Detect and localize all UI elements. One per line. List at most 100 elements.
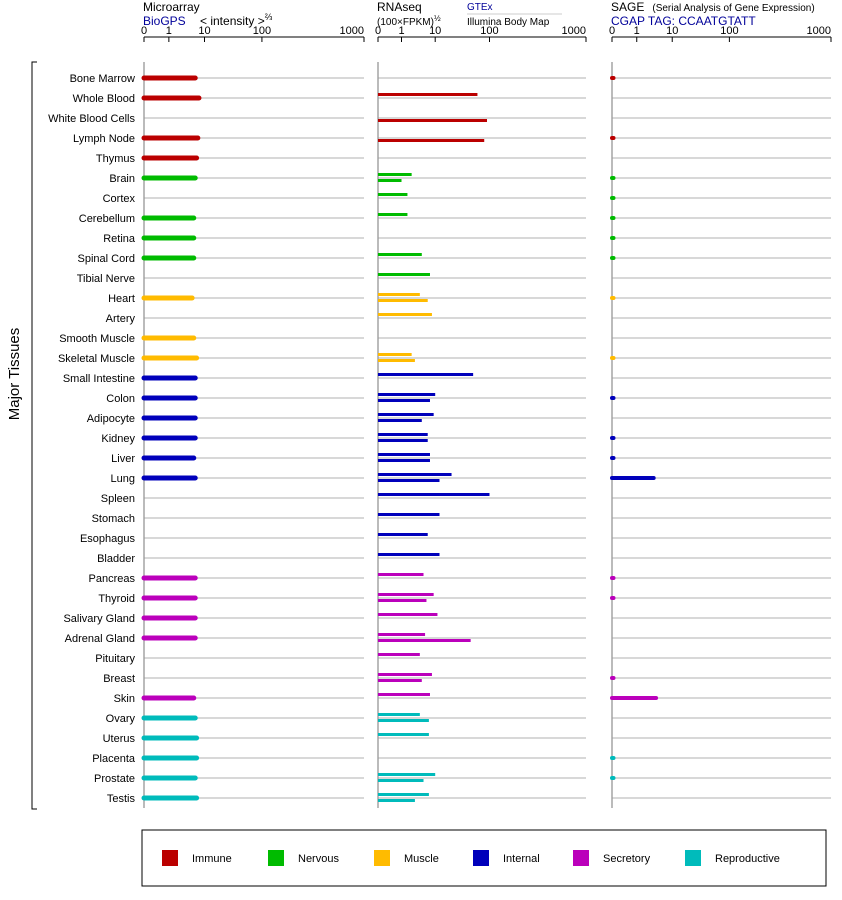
tissue-label: Testis <box>107 793 136 805</box>
rnaseq-gtex-bar <box>378 633 426 636</box>
tissue-label: Bladder <box>97 553 135 565</box>
rnaseq-tick-label-10: 10 <box>429 25 441 37</box>
tissue-label: Cortex <box>103 193 136 205</box>
tissue-label: Retina <box>103 233 136 245</box>
rnaseq-gtex-bar <box>378 473 452 476</box>
rnaseq-gtex-bar <box>378 553 440 556</box>
tissue-label: Uterus <box>103 733 136 745</box>
microarray-tick-label-1: 1 <box>166 25 172 37</box>
rnaseq-gtex-bar <box>378 493 490 496</box>
tissue-label: Placenta <box>92 753 136 765</box>
rnaseq-gtex-bar <box>378 373 474 376</box>
y-axis-title: Major Tissues <box>6 328 23 421</box>
legend-label-immune: Immune <box>192 853 232 865</box>
sage-title-text: SAGE <box>611 0 644 14</box>
rnaseq-gtex-bar <box>378 293 420 296</box>
legend-label-secretory: Secretory <box>603 853 651 865</box>
rnaseq-gtex-bar <box>378 453 430 456</box>
microarray-title: Microarray <box>143 0 200 14</box>
rnaseq-ibm-bar <box>378 439 428 442</box>
rnaseq-ibm-bar <box>378 399 430 402</box>
rnaseq-ibm-bar <box>378 359 415 362</box>
rnaseq-gtex-bar <box>378 613 438 616</box>
rnaseq-title: RNAseq <box>377 0 422 14</box>
tissue-label: Brain <box>109 173 135 185</box>
rnaseq-gtex-bar <box>378 733 429 736</box>
tissue-label: Cerebellum <box>79 213 135 225</box>
rnaseq-ibm-bar <box>378 639 471 642</box>
sage-tick-label-0: 0 <box>609 25 615 37</box>
tissue-label: Esophagus <box>80 533 136 545</box>
rnaseq-ibm-bar <box>378 779 424 782</box>
rnaseq-gtex-bar <box>378 413 434 416</box>
rnaseq-legend-ibm: Illumina Body Map <box>467 17 550 28</box>
tissue-label: Colon <box>106 393 135 405</box>
tissue-label: Lung <box>111 473 135 485</box>
legend-label-nervous: Nervous <box>298 853 339 865</box>
rnaseq-gtex-bar <box>378 273 430 276</box>
rnaseq-gtex-bar <box>378 653 420 656</box>
rnaseq-gtex-bar <box>378 533 428 536</box>
sage-tick-label-100: 100 <box>720 25 738 37</box>
rnaseq-gtex-bar <box>378 673 432 676</box>
rnaseq-ibm-bar <box>378 719 429 722</box>
rnaseq-gtex-bar <box>378 393 436 396</box>
microarray-tick-label-0: 0 <box>141 25 147 37</box>
rnaseq-gtex-bar <box>378 173 412 176</box>
sage-tick-label-1000: 1000 <box>807 25 831 37</box>
microarray-tick-label-100: 100 <box>253 25 271 37</box>
rnaseq-unit: (100×FPKM)½ <box>377 14 441 28</box>
rnaseq-gtex-bar <box>378 93 478 96</box>
sage-title: SAGE (Serial Analysis of Gene Expression) <box>611 0 815 14</box>
rnaseq-gtex-bar <box>378 693 430 696</box>
rnaseq-gtex-bar <box>378 353 412 356</box>
rnaseq-ibm-bar <box>378 679 422 682</box>
legend-swatch-immune <box>162 850 178 866</box>
microarray-unit-prefix: < intensity > <box>200 14 265 28</box>
tissue-label: Spinal Cord <box>78 253 135 265</box>
tissue-label: Bone Marrow <box>70 73 135 85</box>
rnaseq-legend-gtex: GTEx <box>467 2 493 13</box>
rnaseq-tick-label-100: 100 <box>480 25 498 37</box>
legend-label-muscle: Muscle <box>404 853 439 865</box>
tissue-label: Pancreas <box>89 573 136 585</box>
tissue-label: Whole Blood <box>73 93 135 105</box>
rnaseq-ibm-bar <box>378 479 440 482</box>
rnaseq-gtex-bar <box>378 433 428 436</box>
microarray-tick-label-10: 10 <box>198 25 210 37</box>
rnaseq-gtex-bar <box>378 193 408 196</box>
rnaseq-ibm-bar <box>378 459 430 462</box>
tissue-label: Pituitary <box>95 653 135 665</box>
sage-subtitle: (Serial Analysis of Gene Expression) <box>652 3 814 14</box>
tissue-label: Prostate <box>94 773 135 785</box>
y-axis-bracket <box>31 61 37 810</box>
microarray-unit: < intensity >⅔ <box>200 12 273 28</box>
microarray-unit-exp: ⅔ <box>265 12 273 22</box>
rnaseq-ibm-bar <box>378 799 415 802</box>
rnaseq-gtex-bar <box>378 773 436 776</box>
rnaseq-gtex-bar <box>378 253 422 256</box>
tissue-label: White Blood Cells <box>48 113 135 125</box>
tissue-label: Spleen <box>101 493 135 505</box>
tissue-label: Lymph Node <box>73 133 135 145</box>
tissue-label: Breast <box>103 673 135 685</box>
rnaseq-ibm-bar <box>378 419 422 422</box>
rnaseq-gtex-bar <box>378 793 429 796</box>
microarray-tick-label-1000: 1000 <box>340 25 364 37</box>
tissue-label: Liver <box>111 453 135 465</box>
sage-tick-label-10: 10 <box>666 25 678 37</box>
rnaseq-ibm-bar <box>378 119 488 122</box>
rnaseq-unit-exp: ½ <box>434 14 441 23</box>
tissue-label: Stomach <box>92 513 135 525</box>
microarray-source: BioGPS <box>143 14 186 28</box>
legend-label-internal: Internal <box>503 853 540 865</box>
tissue-label: Kidney <box>101 433 135 445</box>
tissue-label: Thymus <box>96 153 136 165</box>
tissue-label: Thyroid <box>98 593 135 605</box>
legend-swatch-muscle <box>374 850 390 866</box>
tissue-label: Artery <box>106 313 136 325</box>
rnaseq-gtex-bar <box>378 593 434 596</box>
rnaseq-ibm-bar <box>378 599 427 602</box>
rnaseq-gtex-bar <box>378 213 408 216</box>
